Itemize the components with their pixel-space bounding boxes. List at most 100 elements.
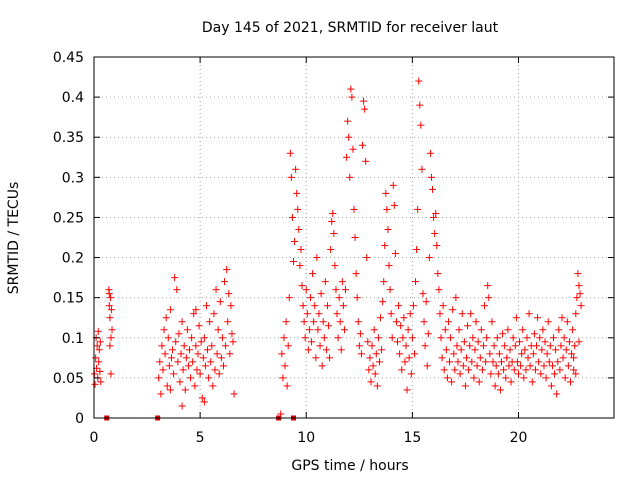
data-points	[90, 77, 585, 418]
plot-frame	[93, 56, 615, 419]
data-point	[162, 314, 170, 322]
data-point	[498, 358, 506, 366]
data-point	[406, 310, 414, 318]
data-point	[507, 378, 515, 386]
data-point	[482, 358, 490, 366]
data-point	[458, 310, 466, 318]
data-point	[509, 334, 517, 342]
data-point	[223, 266, 231, 274]
data-point	[317, 290, 325, 298]
x-tick-label: 0	[90, 430, 99, 446]
data-point	[278, 350, 286, 358]
data-point	[546, 342, 554, 350]
data-point	[492, 362, 500, 370]
data-point	[175, 330, 183, 338]
data-point	[377, 314, 385, 322]
data-point	[453, 342, 461, 350]
data-point	[415, 77, 423, 85]
data-point	[577, 302, 585, 310]
data-point	[192, 342, 200, 350]
data-point	[429, 185, 437, 193]
data-point	[421, 342, 429, 350]
data-point	[491, 382, 499, 390]
y-tick-label: 0.05	[53, 371, 84, 387]
data-point	[316, 342, 324, 350]
data-point	[182, 354, 190, 362]
data-point	[469, 334, 477, 342]
data-point	[195, 322, 203, 330]
data-point	[394, 338, 402, 346]
data-point	[211, 366, 219, 374]
data-point	[432, 209, 440, 217]
data-point	[490, 342, 498, 350]
data-point	[322, 346, 330, 354]
data-point	[558, 314, 566, 322]
axis-ticks	[93, 56, 614, 419]
data-point	[107, 334, 115, 342]
data-point	[442, 346, 450, 354]
data-point	[473, 362, 481, 370]
data-point	[545, 358, 553, 366]
data-point	[514, 370, 522, 378]
data-point	[308, 338, 316, 346]
data-point	[155, 374, 163, 382]
data-point	[333, 310, 341, 318]
data-point	[380, 278, 388, 286]
data-point	[382, 189, 390, 197]
y-tick-label: 0.45	[53, 50, 84, 66]
data-point	[486, 350, 494, 358]
data-point	[209, 382, 217, 390]
data-point	[105, 302, 113, 310]
data-point	[344, 117, 352, 125]
data-point	[309, 270, 317, 278]
data-point	[530, 330, 538, 338]
data-point	[343, 153, 351, 161]
data-point	[379, 298, 387, 306]
data-point	[389, 181, 397, 189]
y-tick-label: 0.1	[62, 331, 84, 347]
data-point	[528, 378, 536, 386]
data-point	[402, 342, 410, 350]
data-point	[561, 374, 569, 382]
data-point	[202, 302, 210, 310]
data-point	[197, 338, 205, 346]
data-point	[170, 370, 178, 378]
data-point	[494, 370, 502, 378]
data-point	[460, 338, 468, 346]
data-point	[398, 366, 406, 374]
data-point	[478, 366, 486, 374]
data-point	[400, 314, 408, 322]
data-point	[370, 326, 378, 334]
data-point	[161, 350, 169, 358]
data-point	[423, 362, 431, 370]
x-tick-label: 10	[297, 430, 315, 446]
data-point	[555, 326, 563, 334]
data-point	[397, 322, 405, 330]
data-point	[538, 346, 546, 354]
data-point	[433, 242, 441, 250]
data-point	[384, 225, 392, 233]
data-point	[517, 362, 525, 370]
data-point	[536, 334, 544, 342]
data-point	[347, 85, 355, 93]
data-point	[166, 386, 174, 394]
y-tick-label: 0.15	[53, 291, 84, 307]
data-point	[213, 350, 221, 358]
data-point	[192, 306, 200, 314]
data-point	[466, 342, 474, 350]
data-point	[569, 326, 577, 334]
data-point	[328, 217, 336, 225]
data-point	[503, 354, 511, 362]
data-point	[106, 342, 114, 350]
data-point	[353, 294, 361, 302]
data-point	[472, 318, 480, 326]
data-point	[563, 318, 571, 326]
data-point	[293, 189, 301, 197]
x-tick-label: 5	[196, 430, 205, 446]
data-point	[163, 382, 171, 390]
data-point	[459, 362, 467, 370]
y-tick-label: 0.2	[62, 251, 84, 267]
data-point	[363, 254, 371, 262]
data-point	[94, 327, 102, 335]
data-point	[107, 370, 115, 378]
